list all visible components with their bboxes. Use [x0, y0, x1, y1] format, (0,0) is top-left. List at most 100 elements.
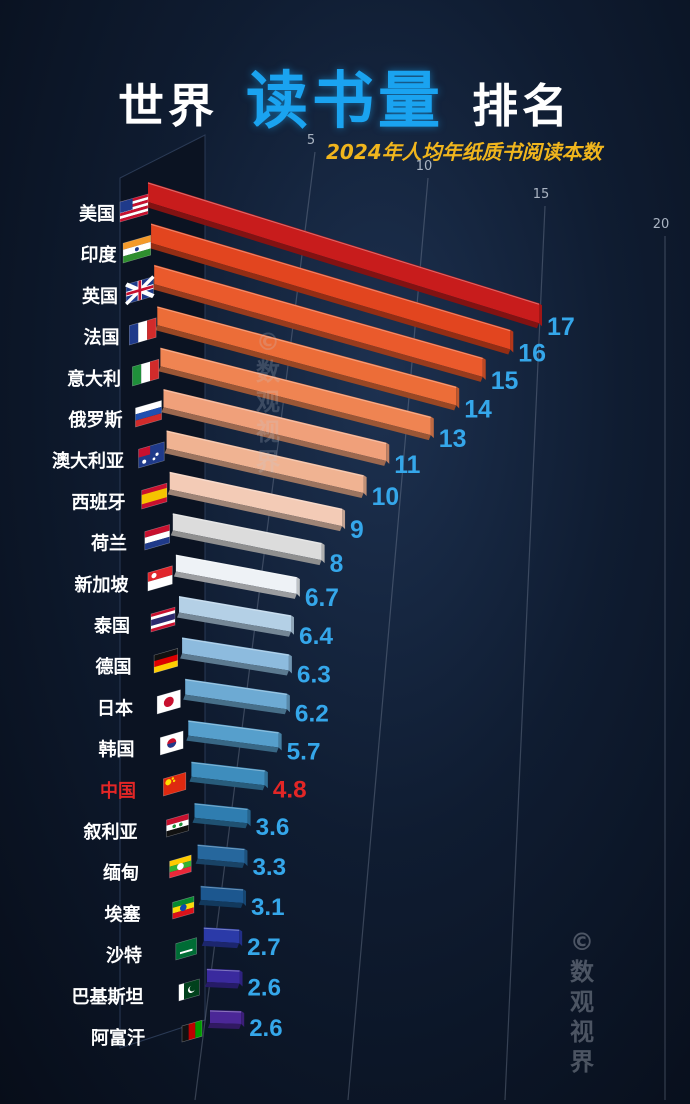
- country-label: 澳大利亚: [52, 450, 124, 472]
- flag-de-icon: [153, 648, 179, 674]
- flag-gb-icon: [125, 275, 155, 306]
- country-label: 埃塞: [105, 903, 142, 925]
- value-label: 2.6: [248, 975, 281, 1002]
- bar-end: [247, 808, 251, 827]
- watermark-char: 视: [256, 418, 280, 446]
- x-tick-label: 15: [533, 187, 550, 202]
- bar-highlight: [194, 803, 248, 810]
- bar: [206, 968, 240, 984]
- value-label: 8: [330, 551, 344, 578]
- value-label: 16: [518, 339, 546, 367]
- flag-et-icon: [172, 895, 195, 920]
- bar-side: [161, 407, 387, 466]
- bar-end: [539, 303, 542, 327]
- bar-highlight: [188, 720, 279, 734]
- country-label: 中国: [100, 780, 136, 802]
- bar-side: [183, 694, 287, 715]
- bar-side: [177, 612, 291, 637]
- bar: [166, 430, 364, 494]
- title-part-1: 世界: [117, 79, 218, 133]
- value-label: 9: [350, 517, 364, 544]
- country-label: 泰国: [93, 615, 130, 637]
- country-label: 日本: [97, 697, 133, 719]
- bar-side: [146, 202, 539, 329]
- chart-subtitle: 2024年人均年纸质书阅读本数: [326, 140, 602, 164]
- value-label: 4.8: [273, 776, 307, 803]
- bar-side: [158, 366, 431, 441]
- bar-highlight: [197, 844, 245, 851]
- flag-it-icon: [132, 358, 160, 387]
- bar-end: [239, 929, 243, 947]
- bar-side: [186, 735, 279, 753]
- value-label: 5.7: [287, 738, 321, 765]
- value-label: 3.3: [252, 854, 286, 881]
- flag-jp-icon: [156, 689, 181, 715]
- country-label: 沙特: [106, 945, 142, 967]
- bar-side: [170, 530, 322, 566]
- flag-sa-icon: [175, 937, 197, 961]
- title-part-2: 排名: [472, 79, 572, 133]
- bar-side: [180, 653, 289, 676]
- bar-highlight: [172, 513, 322, 545]
- bar-highlight: [175, 555, 297, 579]
- value-label: 17: [547, 313, 575, 341]
- bar-end: [286, 693, 290, 713]
- bar: [151, 223, 511, 350]
- watermark-char: 界: [256, 448, 280, 476]
- value-label: 6.3: [297, 661, 331, 688]
- watermark-char: 界: [570, 1048, 594, 1076]
- value-label: 13: [439, 426, 467, 453]
- bar-highlight: [166, 430, 364, 477]
- bar-end: [510, 329, 514, 353]
- country-label: 叙利亚: [84, 821, 138, 843]
- flag-pk-icon: [178, 978, 200, 1002]
- watermark-char: 观: [570, 988, 594, 1016]
- bar-highlight: [178, 596, 292, 617]
- bar-side: [152, 284, 483, 382]
- bar-end: [321, 542, 325, 564]
- country-label: 缅甸: [103, 862, 139, 884]
- bar-end: [386, 442, 390, 464]
- x-tick-label: 10: [416, 159, 433, 174]
- bar-end: [296, 577, 300, 597]
- flag-mm-icon: [169, 854, 192, 879]
- bar-end: [291, 615, 294, 635]
- flag-cn-icon: [163, 771, 187, 797]
- watermark-char: 数: [256, 358, 281, 386]
- bar-highlight: [200, 886, 244, 891]
- x-tick-label: 5: [307, 133, 315, 148]
- bar: [160, 347, 431, 436]
- bar-side: [192, 817, 248, 829]
- bar: [157, 306, 457, 406]
- bar-highlight: [147, 182, 540, 305]
- bar-side: [204, 981, 240, 989]
- bar-highlight: [163, 389, 387, 445]
- watermark-char: 观: [256, 388, 280, 416]
- bar: [188, 720, 279, 748]
- country-label: 西班牙: [72, 492, 126, 513]
- bar: [200, 885, 244, 904]
- value-label: 14: [464, 396, 492, 423]
- country-label: 法国: [84, 327, 120, 349]
- value-label: 11: [394, 452, 420, 479]
- bar-highlight: [206, 969, 240, 972]
- value-label: 6.2: [295, 700, 329, 727]
- page-title: 世界 读书量 排名: [0, 50, 690, 140]
- country-label: 俄罗斯: [68, 409, 123, 431]
- flag-nl-icon: [144, 524, 170, 551]
- bar-end: [288, 654, 292, 674]
- flag-sg-icon: [147, 565, 173, 592]
- bar-end: [278, 731, 282, 751]
- bar: [191, 761, 265, 786]
- watermark-char: ©: [256, 328, 280, 356]
- bar-side: [201, 940, 240, 949]
- bar-highlight: [209, 1010, 242, 1013]
- bar: [179, 596, 291, 632]
- flag-kr-icon: [160, 730, 184, 756]
- bar-side: [198, 899, 244, 909]
- bar: [148, 182, 539, 324]
- bar-end: [456, 386, 460, 409]
- bar-end: [243, 888, 247, 907]
